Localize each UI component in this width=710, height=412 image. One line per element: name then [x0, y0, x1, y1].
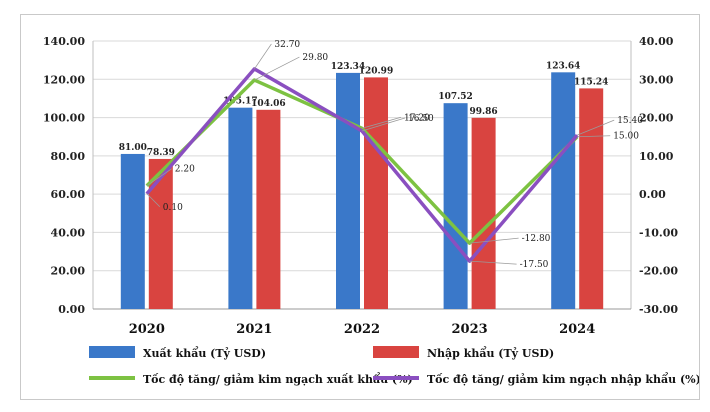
bar-import	[256, 109, 281, 309]
callout-leader	[577, 135, 611, 138]
bar-data-label: 104.06	[251, 99, 285, 109]
bar-export	[120, 153, 145, 309]
y-left-tick-label: 120.00	[43, 73, 85, 86]
bar-data-label: 120.99	[359, 66, 393, 76]
callout-leader	[469, 237, 519, 244]
callout-leader	[361, 117, 406, 132]
line-data-label: 16.50	[408, 114, 434, 124]
callout-leader	[146, 193, 161, 208]
callout-leader	[361, 116, 402, 129]
line-data-label: 2.20	[175, 165, 195, 175]
x-tick-label: 2024	[559, 322, 595, 337]
line-data-label: 15.00	[613, 132, 639, 142]
y-right-tick-label: -20.00	[639, 265, 678, 278]
bar-import	[579, 88, 604, 310]
line-data-label: 0.10	[163, 203, 183, 213]
callout-leader	[469, 260, 517, 265]
bar-export	[336, 72, 360, 309]
chart-frame: 0.00 20.00 40.00 60.00 80.00 100.00 120.00 140.…	[20, 14, 700, 400]
bar-data-label: 107.52	[438, 92, 472, 102]
line-data-label: -12.80	[522, 234, 551, 244]
line-data-label: 29.80	[302, 53, 328, 63]
y-left-tick-label: 60.00	[51, 188, 86, 201]
y-left-tick-label: 20.00	[51, 265, 86, 278]
y-right-tick-label: 40.00	[639, 35, 674, 48]
legend-label: Tốc độ tăng/ giảm kim ngạch xuất khẩu (%…	[143, 372, 413, 386]
x-tick-label: 2023	[452, 322, 488, 337]
line-data-label: -17.50	[520, 260, 549, 270]
y-left-tick-label: 0.00	[58, 303, 85, 316]
bar-import	[148, 158, 173, 309]
line-data-label: 17.20	[404, 113, 430, 123]
bar-data-label: 123.64	[546, 61, 580, 71]
y-left-tick-label: 140.00	[43, 35, 85, 48]
y-right-tick-label: 0.00	[639, 188, 666, 201]
x-tick-label: 2022	[344, 322, 380, 337]
bar-import	[471, 117, 496, 309]
bar-export	[443, 103, 468, 310]
y-right-tick-label: 10.00	[639, 150, 674, 163]
callout-leader	[254, 56, 300, 81]
legend-swatch	[89, 346, 135, 358]
combo-chart: 0.00 20.00 40.00 60.00 80.00 100.00 120.00 140.…	[43, 35, 699, 386]
bar-data-label: 105.17	[223, 97, 257, 107]
bar-import	[364, 77, 388, 310]
x-tick-label: 2021	[236, 322, 272, 337]
y-left-tick-label: 40.00	[51, 226, 86, 239]
legend-swatch	[373, 346, 419, 358]
callout-leader	[146, 168, 173, 187]
y-right-tick-label: -30.00	[639, 303, 678, 316]
callout-leader	[577, 119, 615, 136]
y-right-tick-label: 20.00	[639, 112, 674, 125]
bar-data-label: 78.39	[147, 148, 175, 158]
y-right-tick-label: -10.00	[639, 226, 678, 239]
line-data-label: 15.40	[617, 116, 643, 126]
line-series-import-growth	[145, 67, 579, 263]
bar-data-label: 81.00	[119, 143, 147, 153]
bar-export	[551, 72, 576, 309]
bar-data-label: 123.34	[331, 62, 365, 72]
y-left-tick-label: 80.00	[51, 150, 86, 163]
line-series-export-growth	[145, 78, 579, 245]
line-data-label: 32.70	[274, 40, 300, 50]
bar-export	[228, 107, 253, 310]
legend-label: Nhập khẩu (Tỷ USD)	[427, 346, 554, 360]
callout-leader	[254, 43, 272, 70]
legend-label: Tốc độ tăng/ giảm kim ngạch nhập khẩu (%…	[427, 372, 699, 386]
bar-data-label: 115.24	[574, 77, 608, 87]
legend-label: Xuất khẩu (Tỷ USD)	[143, 346, 266, 360]
y-left-tick-label: 100.00	[43, 112, 85, 125]
y-right-tick-label: 30.00	[639, 73, 674, 86]
x-tick-label: 2020	[129, 322, 165, 337]
bar-data-label: 99.86	[470, 107, 498, 117]
